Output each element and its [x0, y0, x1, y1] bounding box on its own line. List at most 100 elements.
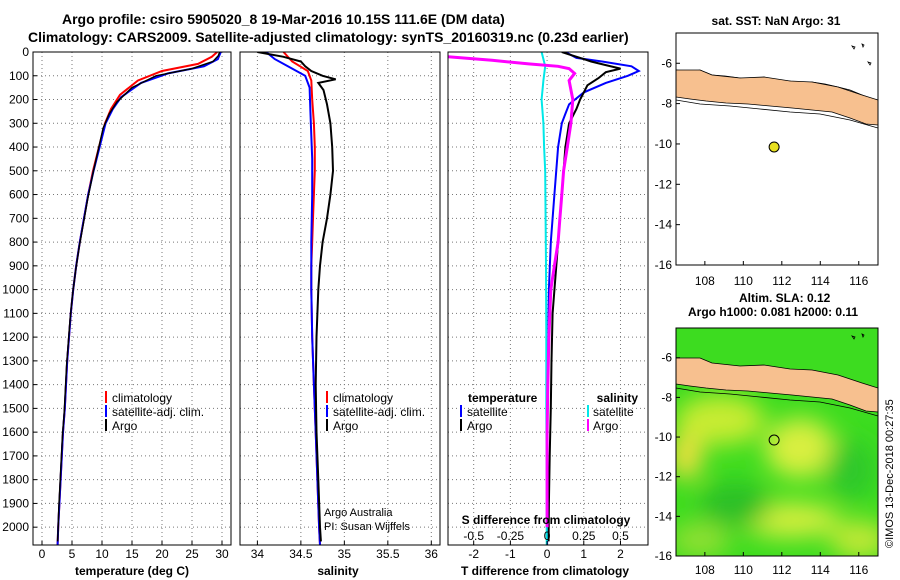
legend-temperature-title: temperature — [468, 391, 538, 405]
difference-xlabel-top: S difference from climatology — [462, 513, 631, 527]
legend-satellite-label: satellite-adj. clim. — [112, 405, 204, 419]
lon-tick-label: 114 — [811, 563, 830, 577]
depth-tick-label: 1400 — [2, 378, 29, 392]
lon-tick-label: 108 — [695, 274, 715, 288]
sla-map: Altim. SLA: 0.12 Argo h1000: 0.081 h2000… — [655, 291, 879, 577]
sst-map: sat. SST: NaN Argo: 31 108 110 112 114 116 -… — [655, 14, 879, 288]
temperature-legend: climatology satellite-adj. clim. Argo — [105, 391, 204, 433]
sal-diff-tick-label: -0.5 — [463, 529, 484, 543]
difference-panel: -2 -1 0 1 2 -0.5 -0.25 0 0.25 0.5 T difference f… — [447, 51, 649, 578]
tick-label: 0 — [544, 547, 551, 561]
legend-climatology-swatch — [105, 391, 107, 403]
argo-australia-credit: Argo Australia — [324, 507, 393, 519]
depth-tick-label: 2000 — [2, 520, 29, 534]
legend-temp-argo-label: Argo — [467, 419, 493, 433]
lat-tick-label: -12 — [655, 177, 673, 191]
lon-tick-label: 116 — [849, 563, 868, 577]
depth-tick-label: 700 — [9, 211, 29, 225]
small-islands — [851, 43, 872, 66]
legend-sal-argo-label: Argo — [593, 419, 619, 433]
tick-label: 0 — [39, 547, 46, 561]
pi-credit: PI: Susan Wijffels — [324, 521, 410, 533]
legend-sal-satellite-label: satellite — [593, 405, 634, 419]
difference-legend: temperature satellite Argo salinity sate… — [460, 391, 638, 433]
figure-title-line2: Climatology: CARS2009. Satellite-adjuste… — [28, 29, 629, 45]
sla-map-lon-labels: 108 110 112 114 116 — [695, 552, 869, 577]
lon-tick-label: 116 — [849, 274, 868, 288]
salinity-panel: 34 34.5 35 35.5 36 salinity climatology sate… — [239, 51, 441, 578]
sal-diff-tick-label: 0.5 — [612, 529, 629, 543]
south-coast-line — [676, 387, 878, 417]
imos-credit: ©IMOS 13-Dec-2018 00:27:35 — [884, 399, 896, 548]
sst-argo-location-marker — [768, 141, 780, 153]
figure-title-line1: Argo profile: csiro 5905020_8 19-Mar-201… — [62, 11, 505, 27]
depth-tick-label: 500 — [9, 164, 29, 178]
legend-satellite-swatch — [326, 405, 328, 417]
temperature-climatology-line — [56, 52, 218, 545]
temperature-argo-line — [56, 52, 221, 542]
sst-map-title: sat. SST: NaN Argo: 31 — [712, 14, 841, 28]
lat-tick-label: -14 — [655, 509, 673, 523]
tick-label: 10 — [95, 547, 109, 561]
temp-diff-tick-labels: -2 -1 0 1 2 — [468, 541, 624, 561]
sal-diff-tick-label: -0.25 — [497, 529, 525, 543]
lat-tick-label: -8 — [661, 97, 672, 111]
tick-label: 25 — [185, 547, 199, 561]
lat-tick-label: -8 — [661, 390, 672, 404]
depth-tick-label: 1500 — [2, 401, 29, 415]
lat-tick-label: -12 — [655, 470, 673, 484]
salinity-tick-labels: 34 34.5 35 35.5 36 — [251, 541, 439, 561]
depth-tick-label: 1200 — [2, 330, 29, 344]
tick-label: 36 — [425, 547, 439, 561]
lon-tick-label: 114 — [811, 274, 830, 288]
sla-map-title-line2: Argo h1000: 0.081 h2000: 0.11 — [688, 305, 858, 319]
legend-argo-swatch — [326, 419, 328, 431]
java-land — [676, 357, 878, 413]
depth-tick-label: 1100 — [3, 306, 29, 320]
tick-label: 15 — [125, 547, 139, 561]
difference-frame — [447, 51, 649, 546]
tick-label: 30 — [215, 547, 229, 561]
sla-map-title-line1: Altim. SLA: 0.12 — [739, 291, 831, 305]
temperature-tick-labels: 0 5 10 15 20 25 30 — [39, 541, 229, 561]
tick-label: 35 — [338, 547, 352, 561]
temperature-frame — [32, 51, 232, 546]
sst-map-lon-labels: 108 110 112 114 116 — [695, 261, 869, 288]
legend-temp-argo-swatch — [460, 419, 462, 431]
tick-label: 20 — [155, 547, 169, 561]
lat-tick-label: -10 — [655, 137, 673, 151]
salinity-xlabel: salinity — [317, 564, 359, 578]
depth-tick-labels: 0 100 200 300 400 500 600 700 800 900 1000 1100 1200… — [2, 45, 37, 534]
salinity-grid — [240, 51, 440, 545]
depth-tick-label: 800 — [9, 235, 29, 249]
depth-tick-label: 400 — [9, 140, 29, 154]
sal-diff-tick-label: 0 — [544, 529, 551, 543]
depth-tick-label: 1900 — [2, 496, 29, 510]
salinity-satellite-line — [265, 52, 321, 545]
lon-tick-label: 112 — [772, 563, 791, 577]
temperature-panel: 0100200300400500600700800900100011001200… — [2, 45, 232, 578]
legend-climatology-label: climatology — [112, 391, 172, 405]
legend-argo-label: Argo — [112, 419, 138, 433]
depth-tick-label: 1600 — [2, 425, 29, 439]
java-land — [676, 69, 878, 126]
lon-tick-label: 110 — [734, 563, 753, 577]
depth-tick-label: 1300 — [2, 354, 29, 368]
salinity-legend: climatology satellite-adj. clim. Argo — [326, 391, 425, 433]
depth-tick-label: 900 — [9, 259, 29, 273]
lat-tick-label: -6 — [661, 56, 672, 70]
salinity-climatology-line — [282, 52, 321, 545]
legend-salinity-title: salinity — [597, 391, 639, 405]
legend-argo-swatch — [105, 419, 107, 431]
depth-tick-label: 0 — [22, 45, 29, 59]
tick-label: 34 — [251, 547, 265, 561]
legend-sal-satellite-swatch — [587, 405, 589, 417]
legend-satellite-swatch — [105, 405, 107, 417]
legend-temp-satellite-label: satellite — [467, 405, 508, 419]
lon-tick-label: 108 — [695, 563, 715, 577]
sla-argo-location-marker — [768, 434, 780, 446]
sla-map-lat-labels: -6 -8 -10 -12 -14 -16 — [655, 351, 680, 563]
sst-map-frame — [675, 32, 879, 266]
temp-diff-satellite-line — [546, 52, 641, 545]
